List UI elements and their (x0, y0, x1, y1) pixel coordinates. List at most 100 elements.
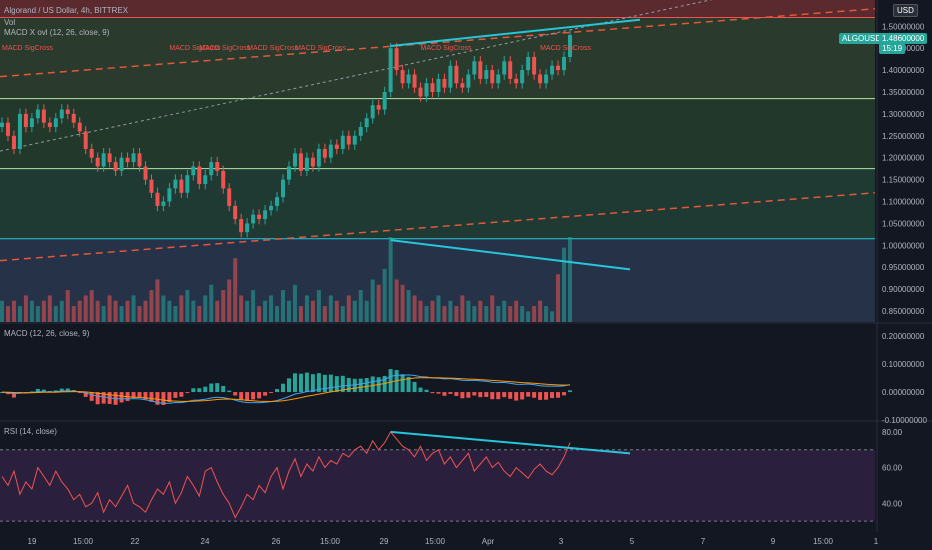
volume-bar (0, 300, 4, 322)
candle-body (215, 162, 220, 171)
candle-body (478, 61, 483, 79)
candle-body (245, 223, 250, 233)
candle-body (275, 197, 280, 206)
macd-histogram-bar (191, 388, 196, 393)
macd-histogram-bar (334, 376, 339, 393)
volume-bar (47, 295, 52, 322)
candle-body (53, 118, 58, 128)
volume-bar (149, 290, 154, 322)
macd-histogram-bar (460, 392, 465, 399)
macd-histogram-bar (239, 392, 244, 401)
macd-histogram-bar (209, 383, 214, 393)
candle-body (23, 113, 28, 128)
macd-histogram-bar (95, 392, 100, 405)
macd-sigcross-label: MACD SigCross (540, 45, 591, 52)
candle-body (191, 166, 196, 176)
macd-histogram-bar (77, 392, 82, 394)
candle-body (89, 148, 94, 158)
time-tick-label: 3 (559, 537, 564, 546)
candle-body (514, 78, 519, 84)
macd-histogram-bar (466, 392, 471, 398)
zone-mid (0, 98, 875, 169)
volume-bar (538, 300, 543, 322)
volume-bar (203, 295, 208, 322)
volume-bar (352, 300, 357, 322)
macd-histogram-bar (11, 392, 16, 398)
macd-histogram-bar (316, 373, 321, 393)
volume-bar (418, 300, 423, 322)
macd-histogram-bar (185, 392, 190, 394)
candle-body (257, 214, 262, 220)
macd-histogram-bar (400, 374, 405, 393)
macd-histogram-bar (257, 392, 262, 399)
candle-body (448, 65, 453, 88)
macd-sigcross-label: MACD SigCross (247, 45, 298, 52)
candle-body (376, 105, 381, 110)
candle-body (125, 157, 130, 163)
volume-bar (71, 306, 76, 322)
currency-button[interactable]: USD (893, 4, 918, 17)
candle-body (292, 153, 297, 167)
macd-histogram-bar (263, 392, 268, 396)
candle-body (119, 157, 124, 171)
rsi-band (0, 449, 875, 522)
macd-histogram-bar (251, 392, 256, 400)
channel-lower-line (0, 192, 876, 262)
volume-bar (137, 306, 142, 322)
macd-line (1, 374, 571, 404)
volume-bar (125, 300, 130, 322)
candle-body (352, 135, 357, 145)
candle-body (83, 131, 88, 149)
volume-bar (286, 300, 291, 322)
volume-bar (11, 300, 16, 322)
rsi-tick-label: 40.00 (882, 499, 903, 508)
macd-histogram-bar (328, 374, 333, 393)
volume-bar (239, 295, 244, 322)
volume-bar (310, 300, 315, 322)
volume-bar (298, 306, 303, 322)
volume-bar (101, 306, 106, 322)
candle-body (47, 122, 52, 128)
volume-bar (394, 279, 399, 322)
candle-body (281, 179, 286, 198)
macd-histogram-bar (484, 392, 489, 397)
macd-histogram-bar (292, 373, 297, 393)
candle-body (179, 179, 184, 193)
macd-histogram-bar (388, 369, 393, 393)
volume-bar (29, 300, 34, 322)
volume-bar (17, 306, 22, 322)
volume-bar (197, 306, 202, 322)
macd-histogram-bar (304, 372, 309, 393)
volume-bar (131, 295, 136, 322)
volume-bar (544, 306, 549, 322)
candle-body (340, 135, 345, 149)
macd-histogram-bar (340, 375, 345, 393)
countdown-badge: 15:19 (879, 43, 906, 54)
macd-histogram-bar (538, 392, 543, 400)
macd-histogram-bar (562, 392, 567, 396)
candle-body (358, 127, 363, 136)
candle-body (77, 122, 82, 132)
candle-body (526, 56, 531, 71)
volume-bar (448, 300, 453, 322)
time-tick-label: 22 (131, 537, 140, 546)
volume-bar (89, 290, 94, 322)
volume-bar (281, 290, 286, 322)
candle-body (316, 148, 321, 167)
volume-bar (107, 295, 112, 322)
candle-body (161, 201, 166, 206)
macd-histogram-bar (41, 389, 46, 393)
volume-bar (59, 300, 64, 322)
candle-body (251, 214, 256, 224)
candle-body (550, 65, 555, 75)
price-tick-label: 1.35000000 (882, 88, 925, 97)
volume-bar (227, 279, 232, 322)
macd-histogram-bar (556, 392, 561, 398)
macd-histogram-bar (143, 392, 148, 400)
price-tick-label: 1.10000000 (882, 198, 925, 207)
candle-body (149, 179, 154, 193)
candle-body (227, 188, 232, 206)
macd-overlay-legend: MACD X ovl (12, 26, close, 9) (4, 28, 110, 37)
candle-body (310, 157, 315, 167)
